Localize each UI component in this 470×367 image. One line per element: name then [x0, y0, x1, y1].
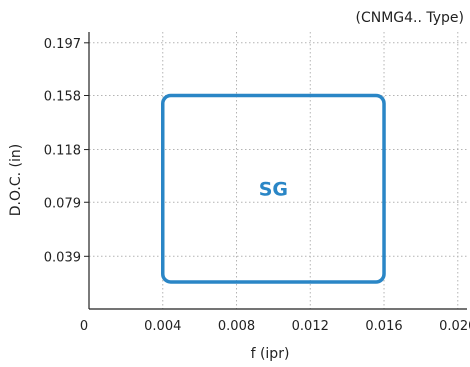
- y-tick-label: 0.118: [44, 144, 81, 159]
- grid: [89, 32, 467, 309]
- x-tick-label: 0.008: [218, 319, 255, 334]
- axes: [88, 32, 467, 310]
- y-tick-label: 0.197: [44, 37, 81, 52]
- region-box: [161, 93, 386, 284]
- y-tick-label: 0.079: [44, 196, 81, 211]
- y-axis-ticks: 0.039 0.079 0.118 0.158 0.197: [44, 37, 89, 265]
- x-tick-label: 0: [80, 319, 88, 334]
- regions: SG: [161, 93, 386, 284]
- x-axis-ticks: 0 0.004 0.008 0.012 0.016 0.020: [80, 319, 470, 334]
- x-axis-title: f (ipr): [251, 346, 290, 362]
- region-label: SG: [259, 179, 288, 201]
- chart-title: (CNMG4.. Type): [355, 10, 464, 26]
- x-tick-label: 0.004: [144, 319, 181, 334]
- x-tick-label: 0.020: [439, 319, 470, 334]
- x-tick-label: 0.016: [365, 319, 402, 334]
- y-axis-title: D.O.C. (in): [8, 144, 24, 217]
- y-tick-label: 0.039: [44, 250, 81, 265]
- x-tick-label: 0.012: [292, 319, 329, 334]
- y-tick-label: 0.158: [44, 90, 81, 105]
